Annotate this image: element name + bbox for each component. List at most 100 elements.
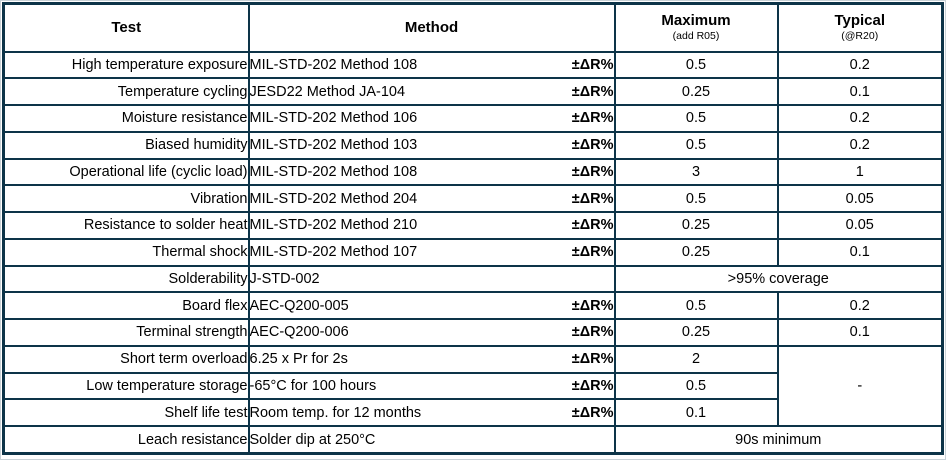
- test-cell: Temperature cycling: [2, 77, 250, 106]
- method-text: MIL-STD-202 Method 204: [249, 190, 418, 207]
- test-cell: Vibration: [2, 184, 250, 213]
- maximum-cell: 0.5: [613, 104, 779, 133]
- test-cell: Low temperature storage: [2, 371, 250, 401]
- method-text: -65°C for 100 hours: [249, 377, 377, 394]
- method-content: MIL-STD-202 Method 108 ±ΔR%: [249, 163, 613, 180]
- table-row: Biased humidity MIL-STD-202 Method 103 ±ΔR…: [2, 130, 944, 160]
- method-cell: MIL-STD-202 Method 204 ±ΔR%: [247, 184, 616, 213]
- method-text: AEC-Q200-006: [249, 324, 349, 341]
- method-content: Solder dip at 250°C: [249, 431, 613, 448]
- typical-cell: 0.1: [776, 237, 944, 267]
- table-row: Short term overload 6.25 x Pr for 2s ±ΔR% 2…: [2, 344, 944, 428]
- test-cell: Terminal strength: [2, 318, 250, 347]
- header-typical: Typical (@R20): [776, 2, 944, 53]
- header-maximum: Maximum (add R05): [613, 2, 779, 53]
- maximum-cell: 0.25: [613, 211, 779, 240]
- table-row: Terminal strength AEC-Q200-006 ±ΔR% 0.25 0.1: [2, 318, 944, 347]
- method-text: MIL-STD-202 Method 108: [249, 163, 418, 180]
- table-row: Board flex AEC-Q200-005 ±ΔR% 0.5 0.2: [2, 291, 944, 320]
- test-cell: Solderability: [2, 264, 250, 294]
- typical-cell: 1: [776, 157, 944, 187]
- test-cell: Leach resistance: [2, 425, 250, 455]
- typical-cell: 0.2: [776, 291, 944, 320]
- method-content: MIL-STD-202 Method 108 ±ΔR%: [249, 56, 614, 73]
- table-row: Temperature cycling JESD22 Method JA-104 ±…: [2, 77, 944, 106]
- table-row: Leach resistance Solder dip at 250°C 90s m…: [2, 425, 944, 455]
- delta-r-label: ±ΔR%: [571, 217, 614, 234]
- delta-r-label: ±ΔR%: [571, 324, 614, 341]
- test-cell: Board flex: [2, 291, 250, 320]
- method-cell: Solder dip at 250°C: [247, 425, 616, 455]
- header-test: Test: [2, 2, 250, 53]
- method-text: MIL-STD-202 Method 103: [249, 137, 418, 154]
- header-typical-title: Typical: [834, 11, 886, 29]
- method-cell: MIL-STD-202 Method 103 ±ΔR%: [247, 130, 616, 160]
- method-cell: MIL-STD-202 Method 106 ±ΔR%: [247, 104, 616, 133]
- table-row: Resistance to solder heat MIL-STD-202 Met…: [2, 211, 944, 240]
- maximum-cell: 0.5: [613, 184, 779, 213]
- table-row: Shelf life test Room temp. for 12 months ±…: [2, 398, 943, 427]
- method-cell: J-STD-002: [247, 264, 616, 294]
- method-cell: JESD22 Method JA-104 ±ΔR%: [247, 77, 616, 106]
- method-text: 6.25 x Pr for 2s: [249, 351, 348, 368]
- test-cell: Short term overload: [2, 344, 250, 374]
- method-text: AEC-Q200-005: [249, 297, 349, 314]
- method-content: AEC-Q200-005 ±ΔR%: [249, 297, 614, 314]
- delta-r-label: ±ΔR%: [571, 404, 614, 421]
- method-cell: AEC-Q200-006 ±ΔR%: [247, 318, 616, 347]
- table-row: High temperature exposure MIL-STD-202 Met…: [2, 50, 944, 80]
- table-row: Vibration MIL-STD-202 Method 204 ±ΔR% 0.5 0.…: [2, 184, 944, 213]
- method-content: Room temp. for 12 months ±ΔR%: [249, 404, 614, 421]
- header-maximum-subtitle: (add R05): [672, 30, 720, 43]
- maximum-cell: 0.25: [613, 318, 779, 347]
- merged-value-cell: >95% coverage: [613, 264, 944, 294]
- method-content: 6.25 x Pr for 2s ±ΔR%: [249, 351, 614, 368]
- maximum-cell: 3: [613, 157, 779, 187]
- typical-cell: 0.05: [776, 184, 944, 213]
- method-cell: -65°C for 100 hours ±ΔR%: [247, 371, 616, 401]
- typical-cell: 0.1: [776, 77, 944, 106]
- method-content: MIL-STD-202 Method 107 ±ΔR%: [249, 244, 614, 261]
- table-row: Low temperature storage -65°C for 100 hou…: [2, 371, 943, 401]
- typical-cell: 0.05: [776, 211, 944, 240]
- method-content: MIL-STD-202 Method 204 ±ΔR%: [249, 190, 614, 207]
- delta-r-label: ±ΔR%: [571, 83, 614, 100]
- maximum-cell: 0.1: [613, 398, 779, 427]
- table-row: Moisture resistance MIL-STD-202 Method 10…: [2, 104, 944, 133]
- test-cell: High temperature exposure: [2, 50, 250, 80]
- delta-r-label: ±ΔR%: [571, 56, 614, 73]
- method-content: MIL-STD-202 Method 106 ±ΔR%: [249, 110, 614, 127]
- method-text: MIL-STD-202 Method 108: [249, 56, 418, 73]
- method-content: AEC-Q200-006 ±ΔR%: [249, 324, 614, 341]
- test-cell: Biased humidity: [2, 130, 250, 160]
- method-cell: MIL-STD-202 Method 210 ±ΔR%: [247, 211, 616, 240]
- method-text: MIL-STD-202 Method 107: [249, 244, 418, 261]
- maximum-cell: 0.5: [613, 50, 779, 80]
- table-row: Thermal shock MIL-STD-202 Method 107 ±ΔR% 0…: [2, 237, 944, 267]
- delta-r-label: ±ΔR%: [571, 110, 614, 127]
- maximum-cell: 0.5: [613, 130, 779, 160]
- method-content: J-STD-002: [249, 270, 613, 287]
- method-text: MIL-STD-202 Method 106: [249, 110, 418, 127]
- header-row: Test Method Maximum (add R05) Typical (@…: [2, 2, 944, 53]
- method-cell: AEC-Q200-005 ±ΔR%: [247, 291, 616, 320]
- maximum-cell: 2: [613, 344, 779, 374]
- typical-cell: 0.2: [776, 50, 944, 80]
- method-text: J-STD-002: [249, 270, 320, 287]
- delta-r-label: ±ΔR%: [571, 190, 614, 207]
- typical-merged-cell: -: [776, 344, 944, 428]
- test-cell: Shelf life test: [2, 398, 250, 427]
- test-cell: Thermal shock: [2, 237, 250, 267]
- delta-r-label: ±ΔR%: [571, 244, 614, 261]
- typical-cell: 0.2: [776, 104, 944, 133]
- typical-cell: 0.1: [776, 318, 944, 347]
- method-cell: Room temp. for 12 months ±ΔR%: [247, 398, 616, 427]
- header-method: Method: [247, 2, 616, 53]
- method-text: Solder dip at 250°C: [249, 431, 376, 448]
- test-table-body: High temperature exposure MIL-STD-202 Met…: [2, 50, 944, 455]
- maximum-cell: 0.5: [613, 371, 779, 401]
- method-content: JESD22 Method JA-104 ±ΔR%: [251, 83, 614, 100]
- delta-r-label: ±ΔR%: [571, 351, 614, 368]
- method-text: Room temp. for 12 months: [249, 404, 422, 421]
- delta-r-label: ±ΔR%: [571, 297, 614, 314]
